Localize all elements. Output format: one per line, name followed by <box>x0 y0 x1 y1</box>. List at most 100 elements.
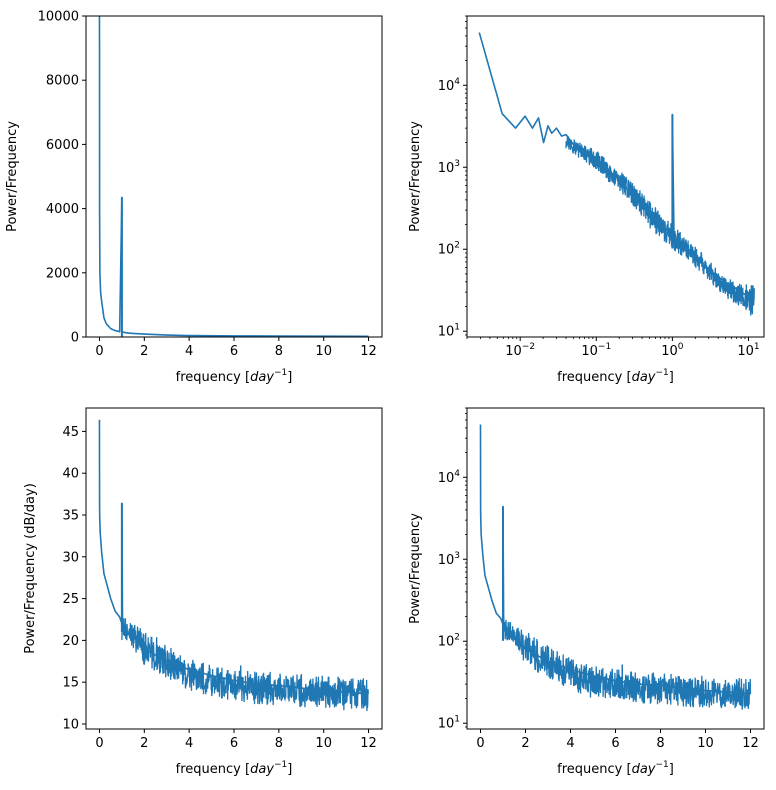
x-tick-label: 0 <box>476 736 484 751</box>
y-tick-label: 20 <box>62 634 79 649</box>
y-tick-label: 35 <box>62 509 79 524</box>
x-tick-label: 4 <box>566 736 574 751</box>
x-axis-label-suffix: ] <box>287 762 292 777</box>
x-tick-label: 2 <box>140 344 148 359</box>
x-axis-label: frequency [day−1] <box>557 760 674 777</box>
y-axis-label: Power/Frequency (dB/day) <box>23 483 38 654</box>
x-axis-label-prefix: frequency [ <box>557 762 631 777</box>
plot-area <box>478 32 755 316</box>
y-tick-label-base: 10 <box>438 325 455 340</box>
y-tick-label-exp: 2 <box>454 241 460 251</box>
x-tick-label: 0 <box>95 736 103 751</box>
y-tick-label-base: 10 <box>438 243 455 258</box>
x-tick-label: 6 <box>611 736 619 751</box>
y-tick-label: 15 <box>62 676 79 691</box>
x-axis-label-suffix: ] <box>669 370 674 385</box>
x-axis-label-prefix: frequency [ <box>557 370 631 385</box>
y-tick-label: 10000 <box>38 10 79 25</box>
y-tick-label-exp: 1 <box>454 323 460 333</box>
x-tick-label-exp: −2 <box>522 342 535 352</box>
y-tick-label-base: 10 <box>438 79 455 94</box>
x-tick-label: 8 <box>275 736 283 751</box>
y-tick-label-exp: 2 <box>454 633 460 643</box>
x-tick-label: 10−2 <box>505 342 535 359</box>
x-tick-label: 8 <box>275 344 283 359</box>
x-tick-label: 10 <box>315 736 332 751</box>
x-tick-label-exp: 0 <box>678 342 684 352</box>
panel-1: 0 2 4 6 8 10 12 0 2000 4000 6000 8000 10000 frequency… <box>5 10 383 385</box>
x-tick-label: 4 <box>185 344 193 359</box>
x-tick-label: 10 <box>697 736 714 751</box>
plot-area <box>479 424 752 710</box>
panel-3: 0 2 4 6 8 10 12 10 15 20 25 30 35 40 45 frequency [day−… <box>23 407 383 777</box>
plot-area <box>98 16 369 337</box>
y-tick-label: 101 <box>438 715 460 732</box>
series-noise <box>121 618 369 712</box>
y-tick-label: 2000 <box>46 266 79 281</box>
y-tick-label: 102 <box>438 241 460 258</box>
y-tick-label: 104 <box>438 469 461 486</box>
y-tick-label: 10 <box>62 717 79 732</box>
plot-area <box>98 419 369 712</box>
y-tick-label: 25 <box>62 592 79 607</box>
y-tick-label: 30 <box>62 550 79 565</box>
y-tick-label: 101 <box>438 323 460 340</box>
series-noise <box>565 135 755 316</box>
x-tick-label-base: 10 <box>505 344 522 359</box>
x-tick-label: 8 <box>656 736 664 751</box>
x-axis-label-prefix: frequency [ <box>176 762 250 777</box>
x-tick-label-base: 10 <box>737 344 754 359</box>
x-tick-label: 12 <box>742 736 759 751</box>
y-tick-label: 102 <box>438 633 460 650</box>
x-axis-label-exp: −1 <box>655 368 668 378</box>
x-tick-label: 2 <box>521 736 529 751</box>
x-tick-label-exp: 1 <box>754 342 760 352</box>
y-tick-label: 40 <box>62 467 79 482</box>
y-tick-label-exp: 3 <box>454 551 460 561</box>
y-axis-label: Power/Frequency <box>408 121 423 232</box>
x-tick-label: 0 <box>95 344 103 359</box>
x-axis-label: frequency [day−1] <box>176 368 293 385</box>
x-tick-label-base: 10 <box>581 344 598 359</box>
x-tick-label: 6 <box>230 736 238 751</box>
x-axis-label-exp: −1 <box>274 760 287 770</box>
x-axis-label-math: day <box>250 762 274 777</box>
x-axis-label: frequency [day−1] <box>557 368 674 385</box>
x-tick-label: 12 <box>360 736 377 751</box>
y-tick-label: 45 <box>62 425 79 440</box>
axes-frame <box>466 15 765 338</box>
y-tick-label-exp: 4 <box>454 469 460 479</box>
y-tick-label-base: 10 <box>438 161 455 176</box>
x-tick-label: 2 <box>140 736 148 751</box>
x-axis-label-math: day <box>632 370 656 385</box>
x-axis-label-math: day <box>632 762 656 777</box>
x-axis-label-exp: −1 <box>274 368 287 378</box>
x-tick-label-exp: −1 <box>598 342 611 352</box>
x-axis-label-suffix: ] <box>669 762 674 777</box>
x-tick-label: 12 <box>360 344 377 359</box>
series-line <box>479 424 751 695</box>
y-tick-label: 6000 <box>46 138 79 153</box>
y-tick-label: 103 <box>438 551 460 568</box>
x-tick-label: 101 <box>737 342 759 359</box>
x-axis-label-exp: −1 <box>655 760 668 770</box>
y-axis-label: Power/Frequency <box>408 513 423 624</box>
series-noise <box>502 618 752 710</box>
series-line <box>478 32 755 301</box>
x-tick-label: 10 <box>315 344 332 359</box>
y-tick-label: 8000 <box>46 74 79 89</box>
y-tick-label-base: 10 <box>438 635 455 650</box>
y-tick-label: 103 <box>438 159 460 176</box>
x-axis-label-math: day <box>250 370 274 385</box>
axes-frame <box>85 15 383 338</box>
x-tick-label: 100 <box>661 342 684 359</box>
series-line <box>98 16 369 337</box>
x-axis-label: frequency [day−1] <box>176 760 293 777</box>
x-axis-label-suffix: ] <box>287 370 292 385</box>
y-tick-label: 0 <box>71 331 79 346</box>
x-tick-label: 4 <box>185 736 193 751</box>
y-tick-label: 104 <box>438 77 461 94</box>
y-tick-label-base: 10 <box>438 553 455 568</box>
y-tick-label: 4000 <box>46 202 79 217</box>
